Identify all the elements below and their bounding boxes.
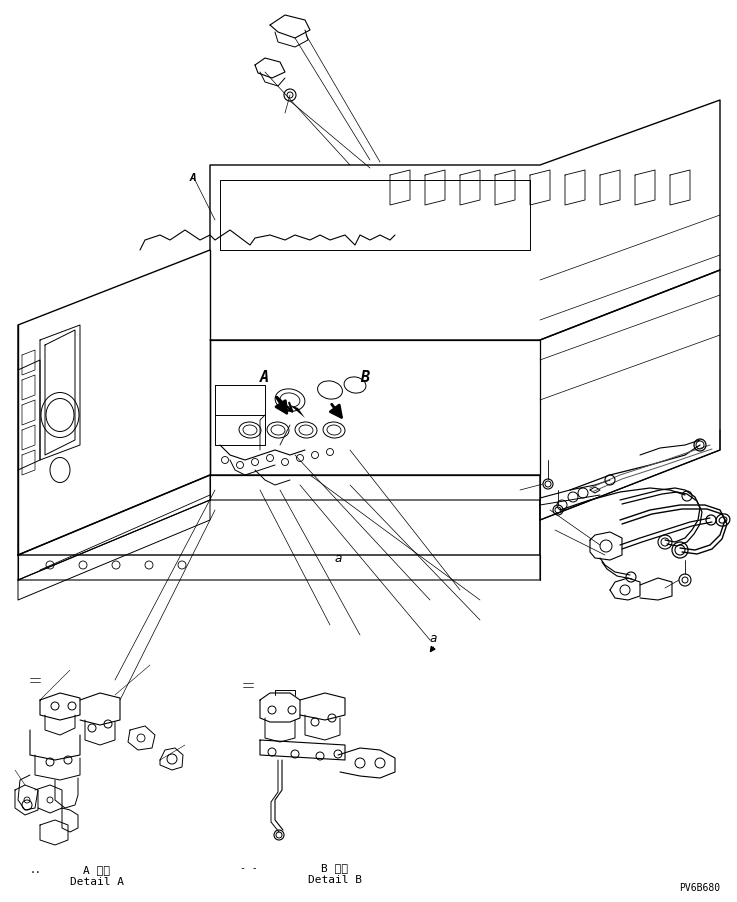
Text: B 詳細: B 詳細	[321, 863, 349, 873]
Text: A: A	[190, 173, 197, 183]
Text: PV6B680: PV6B680	[679, 883, 720, 893]
Text: - -: - -	[240, 863, 258, 873]
Text: Detail B: Detail B	[308, 875, 362, 885]
Text: A 詳細: A 詳細	[83, 865, 111, 875]
Text: B: B	[360, 371, 369, 385]
Text: a: a	[430, 631, 438, 645]
Text: A: A	[260, 371, 269, 385]
Polygon shape	[290, 405, 305, 418]
Text: ..: ..	[30, 865, 42, 875]
Text: a: a	[335, 551, 343, 565]
Text: Detail A: Detail A	[70, 877, 124, 887]
